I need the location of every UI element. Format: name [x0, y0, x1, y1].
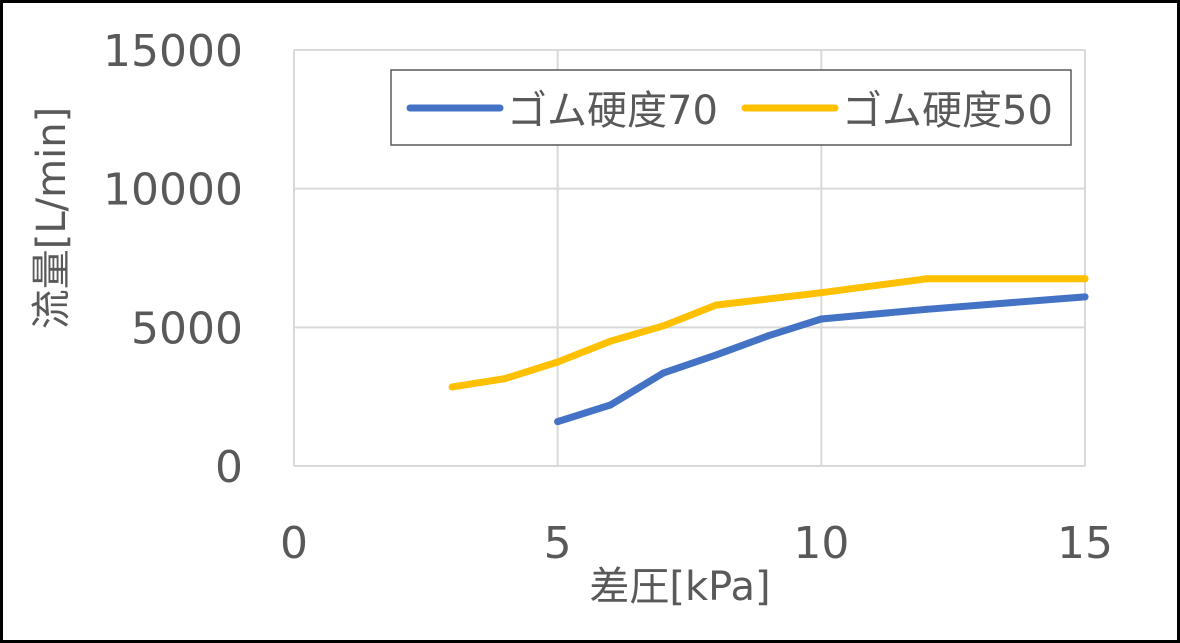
y-tick-labels: 0 5000 10000 15000 [103, 26, 243, 493]
x-tick-label: 0 [280, 518, 308, 569]
series-line-0 [554, 293, 1089, 426]
x-axis-title: 差圧[kPa] [589, 564, 770, 610]
data-point [817, 315, 825, 323]
data-point [606, 401, 614, 409]
data-point [554, 358, 562, 366]
series-lines [448, 275, 1089, 426]
x-tick-label: 10 [793, 518, 849, 569]
data-point [659, 369, 667, 377]
data-point [712, 351, 720, 359]
data-point [448, 383, 456, 391]
x-tick-label: 15 [1057, 518, 1113, 569]
legend: ゴム硬度70 ゴム硬度50 [390, 69, 1072, 146]
data-point [659, 322, 667, 330]
y-tick-label: 5000 [131, 303, 243, 354]
data-point [712, 301, 720, 309]
data-point [817, 289, 825, 297]
x-tick-label: 5 [544, 518, 572, 569]
y-axis-title: 流量[L/min] [29, 107, 75, 329]
x-tick-labels: 0 5 10 15 [280, 518, 1113, 569]
data-point [606, 337, 614, 345]
y-tick-label: 15000 [103, 26, 243, 77]
data-point [923, 275, 931, 283]
legend-label-1: ゴム硬度50 [842, 88, 1053, 134]
data-point [765, 332, 773, 340]
data-point [1081, 293, 1089, 301]
y-tick-label: 0 [215, 442, 243, 493]
data-point [1081, 275, 1089, 283]
legend-label-0: ゴム硬度70 [507, 88, 718, 134]
data-point [923, 305, 931, 313]
data-point [554, 418, 562, 426]
data-point [501, 375, 509, 383]
legend-box [390, 69, 1072, 146]
y-tick-label: 10000 [103, 165, 243, 216]
